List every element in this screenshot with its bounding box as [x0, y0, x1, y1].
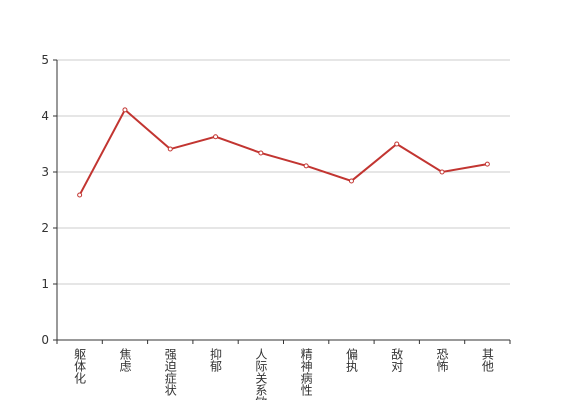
data-point [77, 192, 83, 198]
data-point [484, 161, 490, 167]
data-point [303, 163, 309, 169]
data-point [348, 178, 354, 184]
series-line [78, 108, 488, 196]
x-tick-label: 强迫症状 [163, 348, 177, 396]
data-point [439, 169, 445, 175]
x-tick-label: 敌对 [390, 347, 404, 372]
y-tick-label: 1 [41, 277, 49, 291]
data-point [122, 107, 128, 113]
y-tick-label: 5 [41, 53, 49, 67]
x-tick-label: 人际关系敏感 [254, 348, 268, 400]
y-tick-label: 4 [41, 109, 49, 123]
data-point [213, 134, 219, 140]
x-tick-label: 恐怖 [435, 348, 449, 372]
data-point [394, 141, 400, 147]
y-tick-label: 3 [41, 165, 49, 179]
x-tick-label: 精神病性 [299, 348, 313, 397]
data-point [167, 146, 173, 152]
y-tick-label: 2 [41, 221, 49, 235]
x-tick-label: 抑郁 [209, 347, 223, 373]
y-tick-label: 0 [41, 333, 49, 347]
x-tick-label: 偏执 [344, 347, 358, 373]
x-tick-label: 焦虑 [118, 348, 132, 372]
x-tick-label: 躯体化 [73, 347, 87, 385]
data-point [258, 150, 264, 156]
x-tick-label: 其他 [480, 348, 494, 372]
